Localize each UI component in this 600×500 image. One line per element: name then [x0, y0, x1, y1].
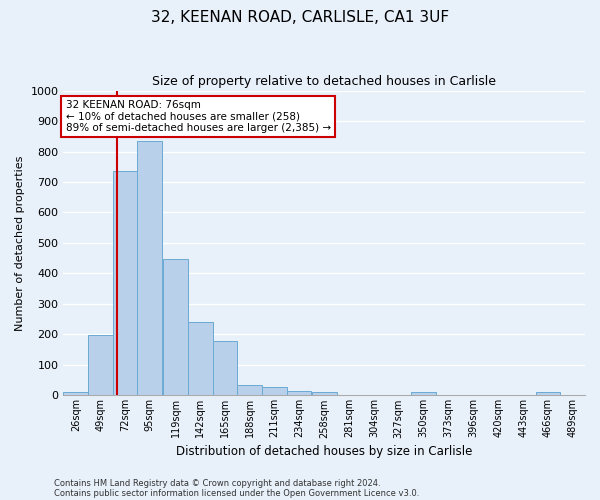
- Bar: [536, 392, 560, 396]
- Y-axis label: Number of detached properties: Number of detached properties: [15, 156, 25, 330]
- Bar: [88, 336, 113, 396]
- Bar: [287, 391, 311, 396]
- Text: 32 KEENAN ROAD: 76sqm
← 10% of detached houses are smaller (258)
89% of semi-det: 32 KEENAN ROAD: 76sqm ← 10% of detached …: [65, 100, 331, 133]
- Bar: [113, 170, 137, 396]
- Text: Contains public sector information licensed under the Open Government Licence v3: Contains public sector information licen…: [54, 488, 419, 498]
- Text: Contains HM Land Registry data © Crown copyright and database right 2024.: Contains HM Land Registry data © Crown c…: [54, 478, 380, 488]
- Bar: [262, 387, 287, 396]
- Bar: [64, 392, 88, 396]
- Bar: [212, 341, 237, 396]
- Bar: [411, 392, 436, 396]
- Bar: [137, 142, 162, 396]
- Title: Size of property relative to detached houses in Carlisle: Size of property relative to detached ho…: [152, 75, 496, 88]
- Bar: [313, 392, 337, 396]
- Bar: [188, 322, 212, 396]
- X-axis label: Distribution of detached houses by size in Carlisle: Distribution of detached houses by size …: [176, 444, 472, 458]
- Text: 32, KEENAN ROAD, CARLISLE, CA1 3UF: 32, KEENAN ROAD, CARLISLE, CA1 3UF: [151, 10, 449, 25]
- Bar: [163, 258, 188, 396]
- Bar: [237, 384, 262, 396]
